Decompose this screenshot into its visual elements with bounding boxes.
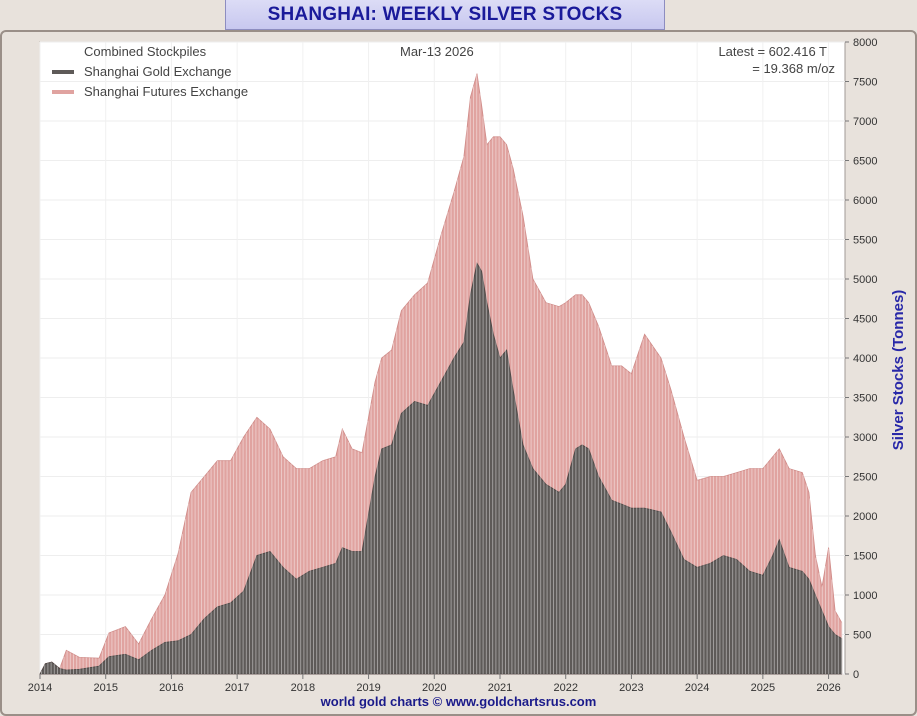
- y-tick-label: 3000: [853, 432, 877, 444]
- stacked-areas: [39, 73, 843, 675]
- y-tick-label: 3500: [853, 393, 877, 405]
- x-tick-label: 2023: [619, 682, 643, 694]
- y-tick-label: 7000: [853, 116, 877, 128]
- y-tick-label: 5000: [853, 274, 877, 286]
- y-tick-label: 4000: [853, 353, 877, 365]
- y-tick-label: 500: [853, 630, 871, 642]
- y-tick-label: 0: [853, 669, 859, 681]
- y-tick-label: 1500: [853, 551, 877, 563]
- x-tick-label: 2014: [28, 682, 52, 694]
- x-tick-label: 2026: [816, 682, 840, 694]
- latest-value-moz: = 19.368 m/oz: [752, 61, 835, 76]
- y-tick-label: 2000: [853, 511, 877, 523]
- y-tick-label: 8000: [853, 37, 877, 49]
- x-tick-label: 2019: [356, 682, 380, 694]
- x-tick-label: 2016: [159, 682, 183, 694]
- x-tick-label: 2018: [291, 682, 315, 694]
- y-axis: 0 500 1000 1500 2000 2500 3000 3500 4000 4500 5000…: [845, 37, 877, 681]
- x-tick-label: 2024: [685, 682, 709, 694]
- legend-label-sge: Shanghai Gold Exchange: [84, 64, 231, 79]
- legend: Shanghai Gold Exchange Shanghai Futures …: [52, 64, 248, 99]
- chart-title: SHANGHAI: WEEKLY SILVER STOCKS: [225, 0, 665, 30]
- date-label: Mar-13 2026: [400, 44, 474, 59]
- y-tick-label: 6500: [853, 156, 877, 168]
- y-tick-label: 2500: [853, 472, 877, 484]
- y-tick-label: 7500: [853, 77, 877, 89]
- x-tick-label: 2015: [93, 682, 117, 694]
- x-tick-label: 2020: [422, 682, 446, 694]
- legend-label-shfe: Shanghai Futures Exchange: [84, 84, 248, 99]
- y-tick-label: 5500: [853, 235, 877, 247]
- x-tick-label: 2022: [553, 682, 577, 694]
- y-tick-label: 4500: [853, 314, 877, 326]
- chart-subtitle: Combined Stockpiles: [84, 44, 207, 59]
- y-tick-label: 6000: [853, 195, 877, 207]
- x-axis: 2014 2015 2016 2017 2018 2019 2020 2021 2022 2023…: [28, 674, 841, 694]
- x-tick-label: 2017: [225, 682, 249, 694]
- latest-value-tonnes: Latest = 602.416 T: [718, 44, 827, 59]
- week-stripes: [41, 74, 842, 674]
- y-axis-label: Silver Stocks (Tonnes): [890, 290, 907, 451]
- x-tick-label: 2021: [488, 682, 512, 694]
- x-tick-label: 2025: [751, 682, 775, 694]
- y-tick-label: 1000: [853, 590, 877, 602]
- footer-credit: world gold charts © www.goldchartsrus.co…: [320, 694, 597, 709]
- area-shanghai-gold-exchange: [39, 262, 843, 675]
